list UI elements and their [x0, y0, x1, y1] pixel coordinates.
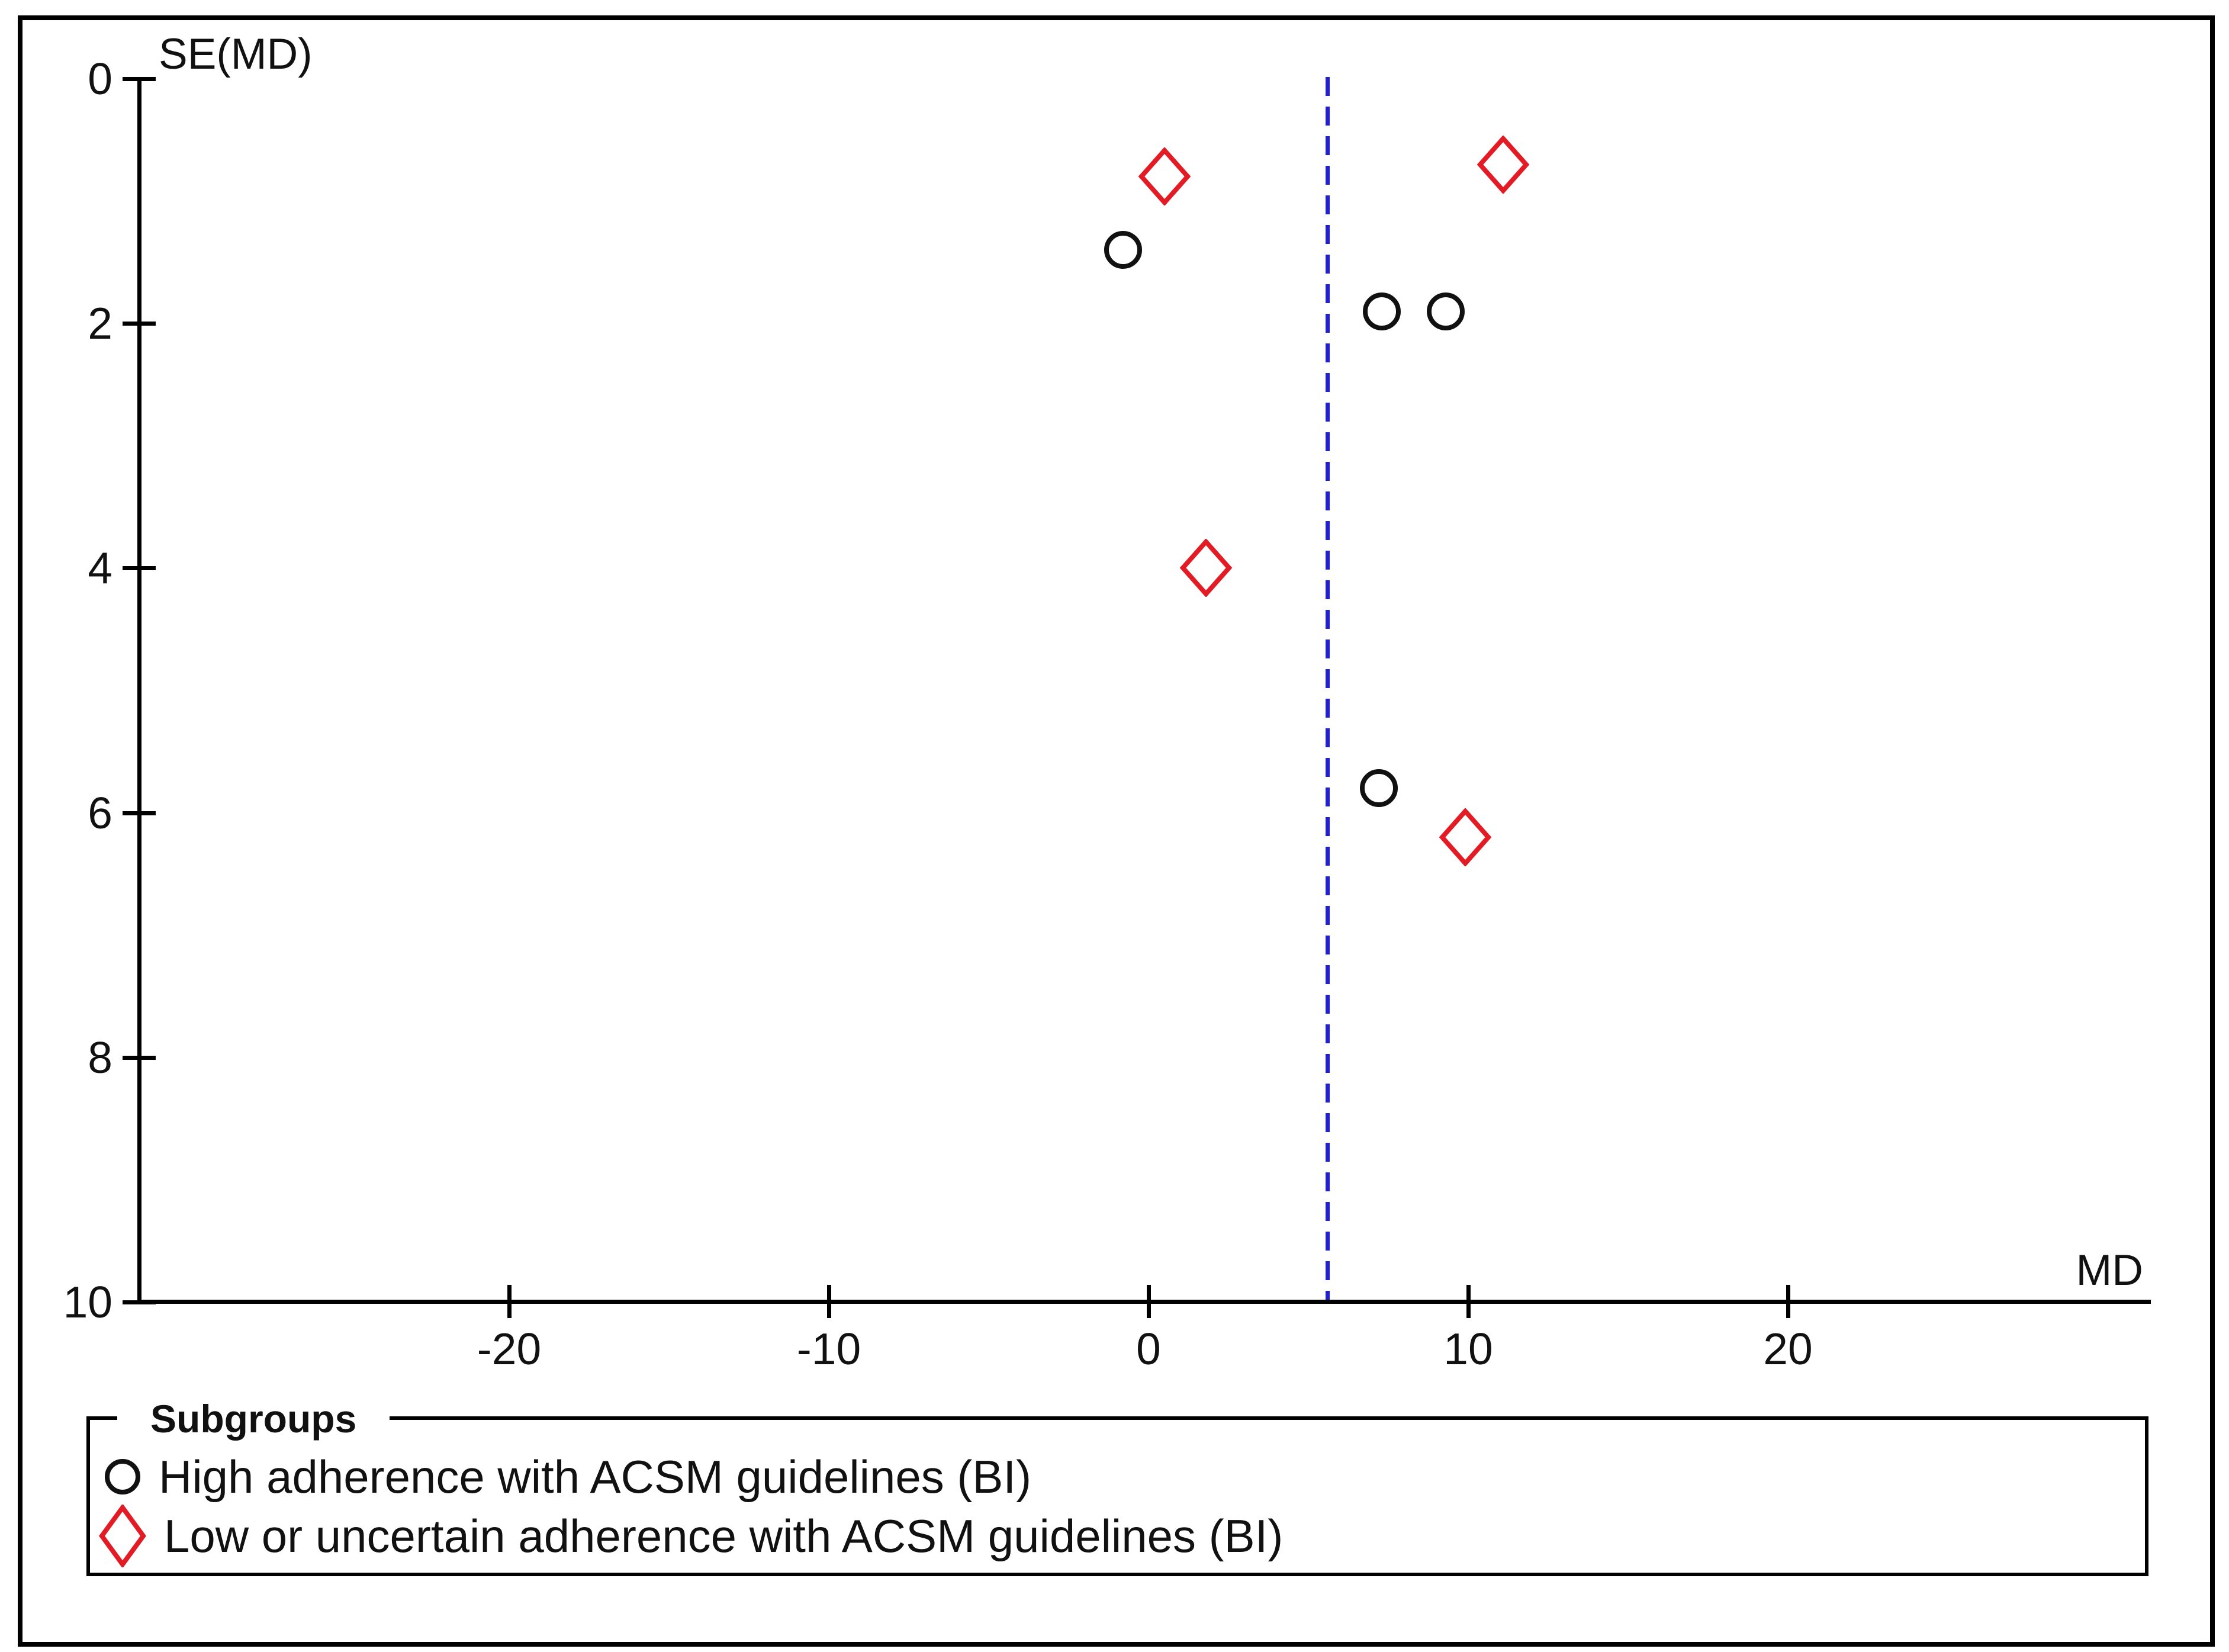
x-axis-tick: [827, 1285, 831, 1318]
y-axis-tick: [123, 322, 156, 326]
y-tick-label: 0: [88, 54, 112, 104]
y-axis-tick: [123, 77, 156, 81]
x-axis-tick: [1786, 1285, 1790, 1318]
y-tick-label: 4: [88, 543, 112, 593]
y-tick-label: 10: [63, 1277, 112, 1327]
legend-item-label: Low or uncertain adherence with ACSM gui…: [164, 1510, 1284, 1562]
x-tick-label: 20: [1763, 1324, 1813, 1374]
x-axis-tick: [507, 1285, 512, 1318]
data-point-circle: [1360, 769, 1398, 807]
data-point-circle: [1104, 231, 1142, 269]
x-tick-label: -10: [796, 1324, 861, 1374]
y-axis-tick: [123, 1300, 156, 1304]
data-point-diamond: [1180, 539, 1232, 597]
y-axis-line: [137, 77, 141, 1304]
data-point-diamond: [1138, 147, 1191, 205]
legend-item-label: High adherence with ACSM guidelines (BI): [159, 1451, 1032, 1503]
y-tick-label: 6: [88, 788, 112, 838]
data-point-diamond: [1477, 136, 1529, 194]
x-axis-line: [137, 1300, 2151, 1304]
x-axis-tick: [1466, 1285, 1471, 1318]
y-axis-tick: [123, 1056, 156, 1060]
data-point-diamond: [1439, 808, 1491, 866]
x-tick-label: -20: [477, 1324, 542, 1374]
pooled-effect-line: [1326, 77, 1330, 1300]
y-axis-tick: [123, 811, 156, 815]
y-tick-label: 8: [88, 1033, 112, 1082]
x-tick-label: 10: [1443, 1324, 1493, 1374]
data-point-circle: [1363, 293, 1401, 330]
x-axis-tick: [1147, 1285, 1151, 1318]
legend-box: Subgroups High adherence with ACSM guide…: [86, 1394, 2148, 1576]
circle-marker-icon: [105, 1459, 140, 1494]
legend-title: Subgroups: [117, 1394, 390, 1444]
legend-item-high-adherence: High adherence with ACSM guidelines (BI): [104, 1449, 1031, 1504]
x-axis-title: MD: [2076, 1246, 2143, 1294]
x-tick-label: 0: [1136, 1324, 1161, 1374]
figure-border: [18, 15, 2215, 1647]
legend-item-low-adherence: Low or uncertain adherence with ACSM gui…: [99, 1505, 1284, 1567]
y-tick-label: 2: [88, 298, 112, 348]
y-axis-title: SE(MD): [159, 30, 313, 78]
data-point-circle: [1427, 293, 1465, 330]
diamond-marker-icon: [99, 1505, 146, 1567]
y-axis-tick: [123, 566, 156, 570]
